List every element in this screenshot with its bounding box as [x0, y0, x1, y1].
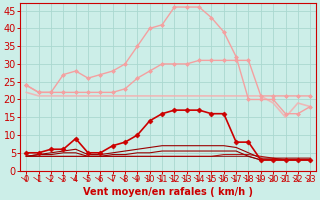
X-axis label: Vent moyen/en rafales ( km/h ): Vent moyen/en rafales ( km/h )	[83, 187, 253, 197]
